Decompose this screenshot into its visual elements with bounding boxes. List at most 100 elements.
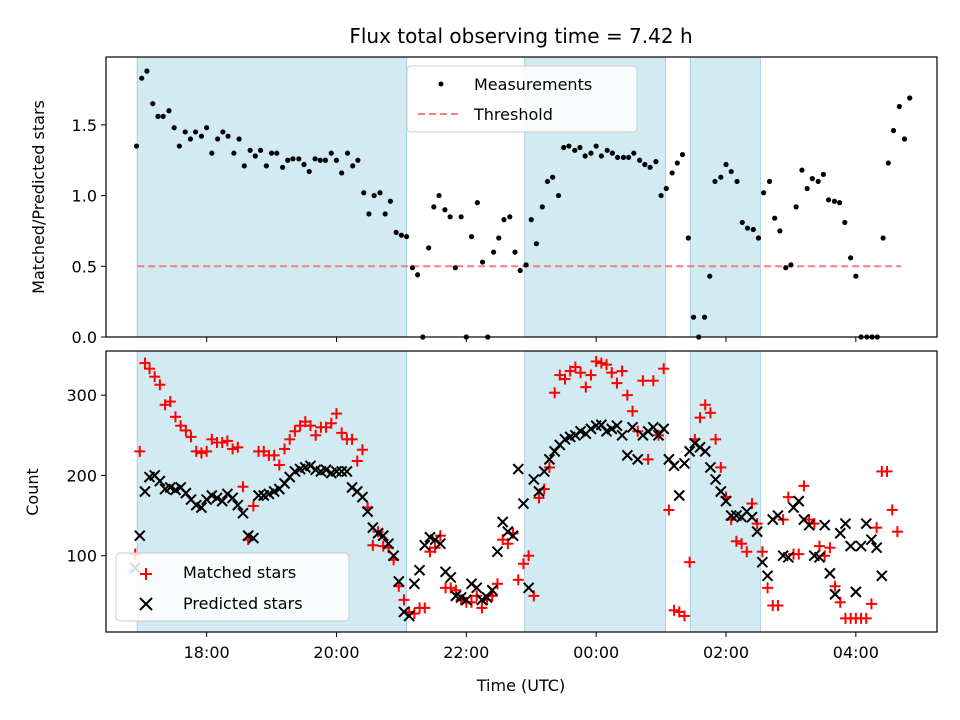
measurement-point: [187, 136, 193, 142]
predicted-star-point: [481, 591, 493, 604]
shaded-interval-3: [689, 56, 761, 338]
matched-star-point: [647, 375, 659, 387]
measurement-point: [761, 190, 767, 196]
predicted-star-point: [611, 419, 623, 432]
measurement-point: [588, 150, 594, 156]
bottom-legend: Matched stars Predicted stars: [115, 552, 350, 622]
predicted-star-point: [657, 423, 670, 435]
predicted-star-point: [356, 491, 369, 503]
measurement-point: [339, 170, 345, 176]
measurement-point: [528, 217, 534, 223]
matched-star-point: [549, 387, 561, 399]
measurement-point: [766, 178, 773, 185]
measurement-point: [507, 214, 513, 220]
measurement-point: [387, 198, 393, 204]
matched-star-point: [237, 481, 249, 493]
matched-star-point: [751, 518, 763, 530]
measurement-point: [204, 125, 210, 131]
predicted-star-point: [673, 489, 685, 502]
top-y-label: Matched/Predicted stars: [29, 100, 48, 294]
measurement-point: [561, 144, 567, 151]
matched-star-point: [569, 361, 581, 373]
measurement-point: [890, 127, 897, 134]
measurement-point: [544, 178, 551, 185]
predicted-star-point: [715, 485, 727, 498]
measurement-point: [296, 156, 302, 162]
predicted-star-point: [195, 501, 208, 514]
measurement-point: [815, 178, 821, 185]
matched-star-point: [699, 399, 711, 411]
matched-star-point: [715, 461, 727, 473]
matched-star-point: [704, 407, 716, 419]
matched-star-point: [881, 465, 893, 477]
matched-star-point: [164, 396, 176, 408]
measurement-point: [755, 235, 762, 241]
measurement-point: [501, 217, 507, 223]
matched-star-point: [793, 548, 805, 560]
measurement-point: [377, 190, 383, 196]
measurement-point: [301, 161, 307, 168]
measurement-point: [192, 129, 199, 135]
matched-star-point: [642, 453, 654, 465]
predicted-star-point: [834, 527, 846, 539]
measurement-point: [458, 214, 464, 220]
measurement-point: [306, 168, 312, 175]
measurement-point: [409, 265, 416, 271]
matched-star-point: [860, 612, 872, 624]
measurement-point: [842, 219, 848, 226]
measurement-point: [848, 255, 854, 261]
measurement-point: [831, 198, 838, 204]
y-tick-label: 100: [66, 547, 97, 566]
predicted-star-point: [470, 582, 483, 594]
matched-star-point: [330, 408, 342, 420]
predicted-star-point: [803, 519, 815, 531]
measurement-point: [533, 241, 540, 247]
measurement-point: [350, 163, 356, 169]
predicted-star-point: [725, 509, 737, 522]
bottom-legend-box: [115, 552, 350, 622]
matched-star-point: [310, 429, 322, 441]
predicted-star-point: [512, 463, 524, 475]
matched-star-point: [450, 584, 462, 596]
measurement-point: [355, 157, 361, 163]
measurement-point: [674, 160, 680, 166]
measurement-point: [647, 164, 653, 170]
measurement-point: [712, 178, 718, 185]
measurement-point: [479, 259, 486, 265]
predicted-star-point: [341, 465, 353, 478]
y-tick-label: 1.5: [72, 116, 97, 135]
measurement-point: [885, 160, 891, 166]
matched-star-point: [813, 540, 825, 552]
matched-star-point: [730, 535, 742, 547]
measurement-point: [393, 229, 399, 235]
predicted-star-point: [865, 533, 878, 546]
measurement-point: [155, 113, 161, 119]
predicted-star-point: [585, 423, 597, 435]
predicted-star-point: [496, 516, 509, 528]
matched-star-point: [601, 359, 613, 371]
bottom-axes-frame: [105, 350, 938, 633]
predicted-star-point: [154, 475, 166, 487]
predicted-star-point: [621, 449, 634, 462]
predicted-star-point: [772, 509, 784, 522]
predicted-star-point: [699, 445, 711, 458]
bottom-plot-area: 100 200 300 18:00 20:00 22:00 00:00 02:00 04:00…: [23, 350, 938, 695]
matched-star-point: [611, 377, 623, 389]
measurement-point: [718, 174, 724, 180]
measurement-point: [604, 147, 610, 153]
top-legend-box: [406, 65, 638, 133]
predicted-star-point: [486, 584, 498, 596]
measurement-point: [777, 228, 783, 234]
matched-star-point: [782, 491, 794, 503]
top-y-ticks: 0.0 0.5 1.0 1.5: [72, 116, 106, 347]
measurement-point: [257, 147, 264, 153]
predicted-star-point: [813, 551, 826, 564]
matched-star-point: [476, 602, 488, 614]
measurement-point: [382, 211, 388, 217]
predicted-star-point: [434, 537, 447, 550]
measurement-point: [263, 163, 269, 169]
predicted-star-point: [855, 540, 867, 552]
top-x-ticks: [206, 337, 857, 342]
matched-star-point: [419, 602, 431, 614]
predicted-star-point: [709, 473, 722, 486]
